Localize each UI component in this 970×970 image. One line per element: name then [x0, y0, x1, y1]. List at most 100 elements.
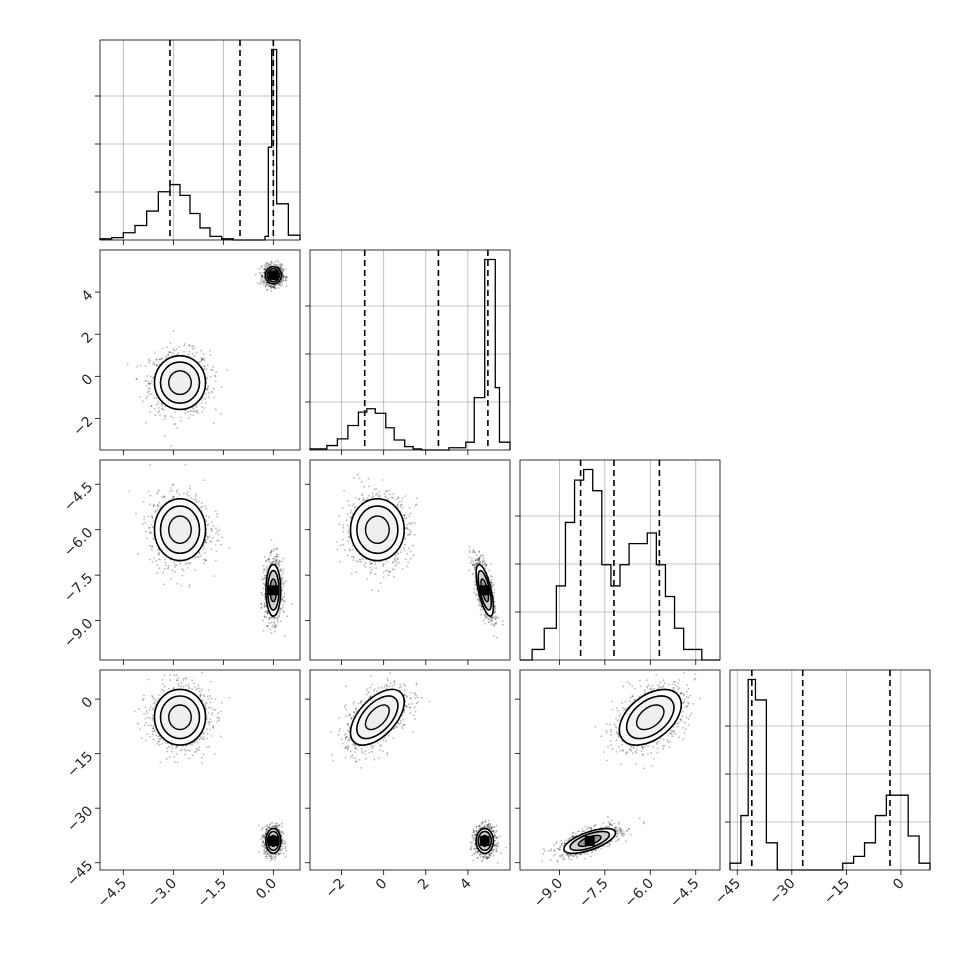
scatter-point: [205, 388, 208, 391]
scatter-point: [162, 408, 165, 411]
scatter-point: [148, 390, 151, 392]
scatter-point: [175, 348, 178, 351]
scatter-point: [263, 268, 265, 270]
scatter-point: [220, 386, 223, 388]
scatter-point: [363, 564, 366, 566]
scatter-point: [352, 503, 355, 505]
scatter-point: [274, 286, 276, 289]
scatter-point: [201, 358, 203, 360]
scatter-point: [474, 566, 476, 569]
scatter-point: [279, 266, 282, 268]
scatter-point: [208, 535, 211, 538]
scatter-point: [157, 411, 160, 414]
scatter-point: [266, 612, 269, 615]
scatter-point: [260, 606, 263, 609]
scatter-point: [379, 582, 382, 585]
scatter-point: [210, 368, 213, 371]
scatter-point: [263, 555, 266, 558]
scatter-point: [265, 265, 267, 268]
scatter-point: [151, 526, 154, 528]
scatter-point: [349, 511, 352, 514]
scatter-point: [202, 479, 205, 481]
scatter-point: [468, 549, 471, 552]
scatter-point: [269, 285, 272, 287]
scatter-point: [266, 611, 268, 614]
scatter-point: [274, 559, 277, 561]
scatter-point: [166, 346, 168, 349]
scatter-point: [142, 500, 145, 503]
scatter-point: [266, 265, 269, 268]
scatter-point: [483, 614, 485, 616]
scatter-point: [349, 537, 351, 539]
scatter-point: [371, 562, 374, 565]
scatter-point: [277, 286, 280, 289]
hist-panel-3: [725, 669, 931, 875]
scatter-point: [281, 270, 284, 273]
hist-frame: [729, 669, 931, 871]
scatter-point: [478, 557, 481, 560]
scatter-point: [262, 587, 265, 590]
scatter-point: [284, 276, 287, 279]
scatter-point: [205, 376, 208, 379]
scatter-point: [260, 607, 263, 610]
scatter-point: [280, 607, 282, 610]
scatter-point: [281, 598, 284, 601]
scatter-point: [267, 558, 270, 561]
scatter-point: [169, 351, 172, 354]
scatter-point: [260, 274, 263, 277]
scatter-point: [158, 358, 161, 361]
scatter-point: [267, 285, 270, 288]
scatter-point: [263, 568, 266, 571]
scatter-point: [145, 379, 148, 382]
scatter-panel-1-0: [95, 249, 301, 455]
scatter-point: [279, 569, 282, 572]
scatter-point: [482, 557, 485, 560]
scatter-point: [270, 286, 272, 289]
scatter-point: [376, 492, 379, 495]
scatter-point: [278, 615, 280, 618]
scatter-point: [215, 532, 218, 534]
scatter-point: [150, 380, 153, 382]
contour-inner: [168, 370, 192, 396]
scatter-point: [345, 519, 348, 522]
scatter-point: [273, 286, 275, 289]
scatter-point: [478, 556, 481, 559]
scatter-point: [273, 547, 276, 550]
scatter-point: [387, 574, 390, 577]
scatter-point: [217, 539, 220, 542]
scatter-point: [205, 541, 208, 544]
scatter-point: [270, 290, 273, 293]
scatter-point: [387, 489, 390, 492]
scatter-point: [381, 479, 384, 481]
scatter-point: [382, 571, 385, 574]
scatter-point: [212, 365, 215, 368]
scatter-point: [385, 490, 387, 493]
scatter-point: [281, 576, 284, 579]
scatter-point: [285, 275, 288, 278]
scatter-point: [150, 523, 153, 526]
scatter-point: [399, 505, 402, 508]
scatter-point: [211, 537, 214, 539]
scatter-point: [161, 357, 163, 360]
scatter-point: [201, 505, 204, 508]
scatter-point: [264, 269, 267, 272]
scatter-point: [366, 578, 369, 581]
scatter-point: [487, 618, 490, 621]
scatter-point: [270, 260, 273, 263]
scatter-point: [199, 554, 202, 557]
scatter-point: [148, 361, 150, 364]
scatter-point: [490, 581, 493, 584]
scatter-point: [151, 516, 154, 519]
scatter-point: [146, 537, 148, 540]
scatter-point: [281, 267, 283, 269]
scatter-point: [272, 285, 275, 288]
scatter-point: [396, 504, 399, 506]
scatter-point: [406, 552, 409, 555]
scatter-point: [348, 548, 351, 551]
scatter-point: [478, 598, 481, 601]
scatter-point: [149, 382, 152, 385]
scatter-point: [482, 554, 485, 557]
scatter-point: [270, 263, 273, 266]
scatter-point: [282, 596, 285, 599]
scatter-point: [281, 264, 284, 266]
